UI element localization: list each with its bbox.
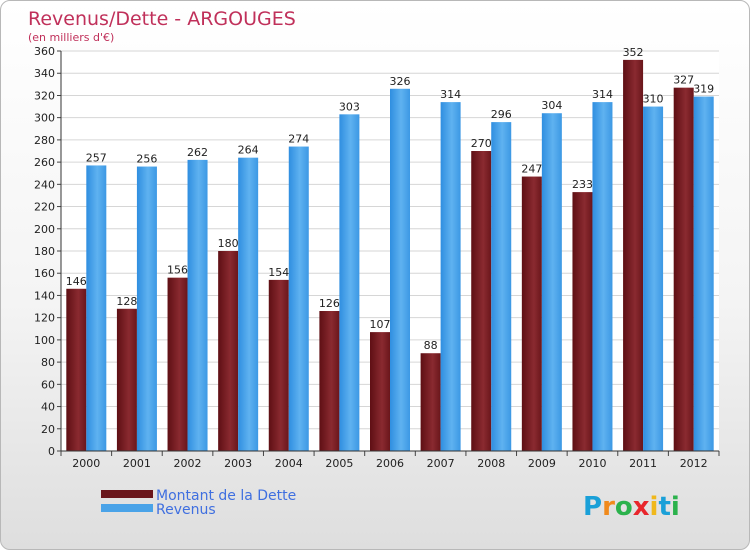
x-tick-label: 2011 (629, 457, 657, 470)
data-label: 88 (424, 339, 438, 352)
y-tick-label: 0 (48, 445, 55, 458)
axes: 0 20 40 60 80 100 120 140 160 180 200 220 240 260 280 3… (34, 45, 720, 470)
bar-dette (116, 308, 137, 451)
bar-revenus (288, 146, 309, 452)
legend-label-debt: Montant de la Dette (156, 488, 296, 504)
y-tick-label: 140 (34, 289, 55, 302)
legend-label-revenus: Revenus (156, 502, 216, 518)
y-tick-label: 160 (34, 267, 55, 280)
bar-revenus (86, 165, 107, 451)
data-label: 126 (319, 297, 340, 310)
y-tick-label: 100 (34, 334, 55, 347)
x-tick-label: 2003 (224, 457, 252, 470)
bar-dette (167, 277, 188, 451)
x-tick-label: 2008 (477, 457, 505, 470)
data-label: 326 (390, 75, 411, 88)
bar-dette (521, 176, 542, 452)
x-tick-label: 2005 (325, 457, 353, 470)
data-label: 296 (491, 108, 512, 121)
data-label: 257 (86, 151, 107, 164)
y-tick-label: 200 (34, 223, 55, 236)
data-label: 146 (66, 275, 87, 288)
data-label: 274 (288, 133, 309, 146)
bar-dette (268, 279, 289, 451)
chart-title: Revenus/Dette - ARGOUGES (28, 8, 296, 30)
data-label: 180 (218, 237, 239, 250)
bar-dette (319, 311, 340, 451)
data-label: 107 (370, 318, 391, 331)
x-tick-label: 2007 (427, 457, 455, 470)
bar-revenus (440, 102, 461, 451)
bar-revenus (187, 159, 208, 451)
x-tick-label: 2004 (275, 457, 303, 470)
bar-revenus (390, 88, 410, 452)
x-tick-label: 2012 (680, 457, 708, 470)
data-label: 264 (238, 144, 259, 157)
bar-revenus (491, 122, 512, 451)
bar-dette (572, 192, 593, 451)
data-label: 262 (187, 146, 208, 159)
bar-dette (471, 151, 492, 451)
data-label: 303 (339, 100, 360, 113)
x-tick-label: 2009 (528, 457, 556, 470)
data-label: 256 (136, 153, 157, 166)
bar-revenus (238, 157, 259, 451)
legend: Montant de la Dette Revenus (101, 488, 296, 518)
bar-dette (370, 332, 390, 451)
data-label: 314 (440, 88, 461, 101)
data-label: 304 (541, 99, 562, 112)
data-label: 314 (592, 88, 613, 101)
data-label: 128 (116, 295, 137, 308)
bar-dette (420, 353, 441, 451)
bars: 146 257 128 256 156 262 180 264 154 274 126 303 107 3… (66, 46, 714, 452)
y-tick-label: 220 (34, 201, 55, 214)
legend-swatch-debt (101, 490, 153, 498)
data-label: 233 (572, 178, 593, 191)
data-label: 270 (471, 137, 492, 150)
y-tick-label: 20 (41, 423, 55, 436)
x-tick-label: 2002 (174, 457, 202, 470)
y-tick-label: 40 (41, 401, 55, 414)
bar-dette (623, 59, 644, 452)
y-tick-label: 60 (41, 378, 55, 391)
x-tick-label: 2010 (578, 457, 606, 470)
y-tick-label: 300 (34, 112, 55, 125)
data-label: 327 (673, 74, 694, 87)
proxiti-logo: Proxiti (583, 492, 680, 522)
y-tick-label: 240 (34, 178, 55, 191)
chart-subtitle: (en milliers d'€) (28, 31, 114, 44)
bar-revenus (592, 102, 613, 451)
bar-revenus (136, 166, 157, 452)
y-tick-label: 260 (34, 156, 55, 169)
legend-swatch-revenus (101, 504, 153, 512)
data-label: 352 (623, 46, 644, 59)
x-tick-label: 2000 (72, 457, 100, 470)
data-label: 319 (693, 83, 714, 96)
bar-revenus (541, 113, 562, 451)
y-tick-label: 340 (34, 67, 55, 80)
bar-revenus (693, 96, 714, 452)
bar-revenus (643, 106, 664, 452)
y-tick-label: 180 (34, 245, 55, 258)
bar-dette (673, 87, 694, 452)
y-tick-label: 280 (34, 134, 55, 147)
y-tick-label: 360 (34, 45, 55, 58)
y-tick-label: 120 (34, 312, 55, 325)
bar-dette (66, 288, 87, 451)
bar-dette (218, 251, 239, 451)
data-label: 310 (643, 93, 664, 106)
logo-text: Proxiti (583, 492, 680, 522)
data-label: 247 (521, 163, 542, 176)
data-label: 156 (167, 264, 188, 277)
y-tick-label: 80 (41, 356, 55, 369)
bar-revenus (339, 114, 360, 451)
x-tick-label: 2006 (376, 457, 404, 470)
y-tick-label: 320 (34, 89, 55, 102)
x-tick-label: 2001 (123, 457, 151, 470)
data-label: 154 (268, 266, 289, 279)
